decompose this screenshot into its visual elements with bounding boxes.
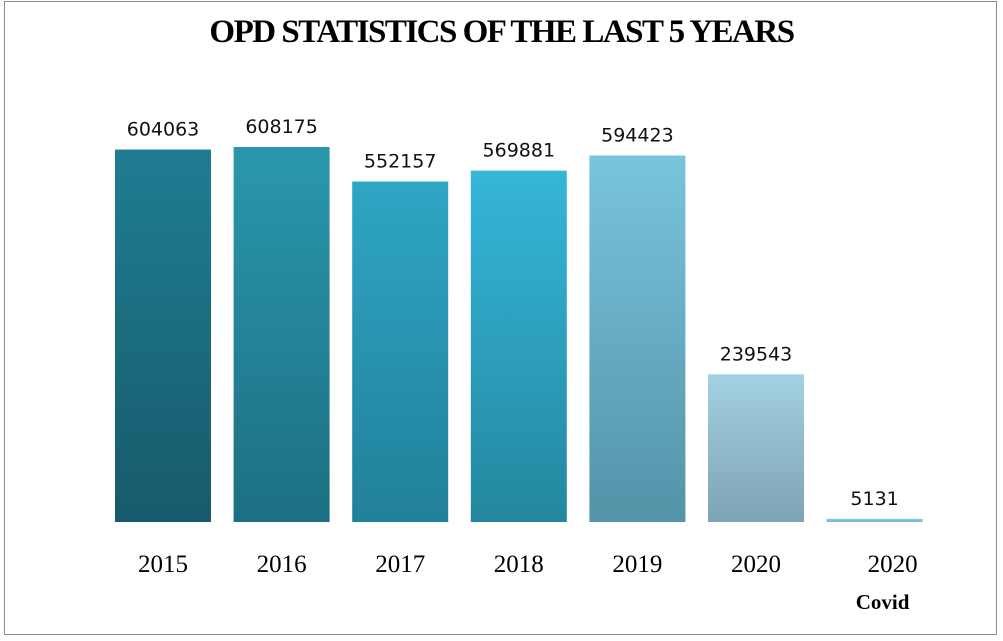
data-label-4: 594423: [601, 124, 674, 146]
data-label-5: 239543: [720, 343, 793, 365]
bar-3: [470, 170, 567, 522]
x-tick-label-3: 2018: [494, 551, 544, 578]
data-label-2: 552157: [364, 151, 437, 173]
bar-5: [708, 374, 804, 522]
x-tick-label-2: 2017: [375, 551, 425, 578]
bar-2: [352, 181, 449, 522]
x-tick-sublabel-6: Covid: [856, 590, 910, 614]
x-tick-label-5: 2020: [731, 551, 781, 578]
data-label-6: 5131: [850, 488, 898, 510]
x-tick-label-0: 2015: [138, 551, 188, 578]
bar-0: [115, 149, 211, 522]
bar-1: [233, 147, 330, 522]
x-tick-label-1: 2016: [257, 551, 307, 578]
x-tick-label-6: 2020: [868, 551, 918, 578]
chart-title: OPD STATISTICS OF THE LAST 5 YEARS: [209, 14, 795, 50]
data-label-0: 604063: [127, 119, 200, 141]
data-label-1: 608175: [245, 116, 318, 138]
bar-6: [826, 518, 923, 522]
x-tick-label-4: 2019: [612, 551, 662, 578]
bar-4: [589, 155, 686, 522]
data-label-3: 569881: [483, 140, 556, 162]
